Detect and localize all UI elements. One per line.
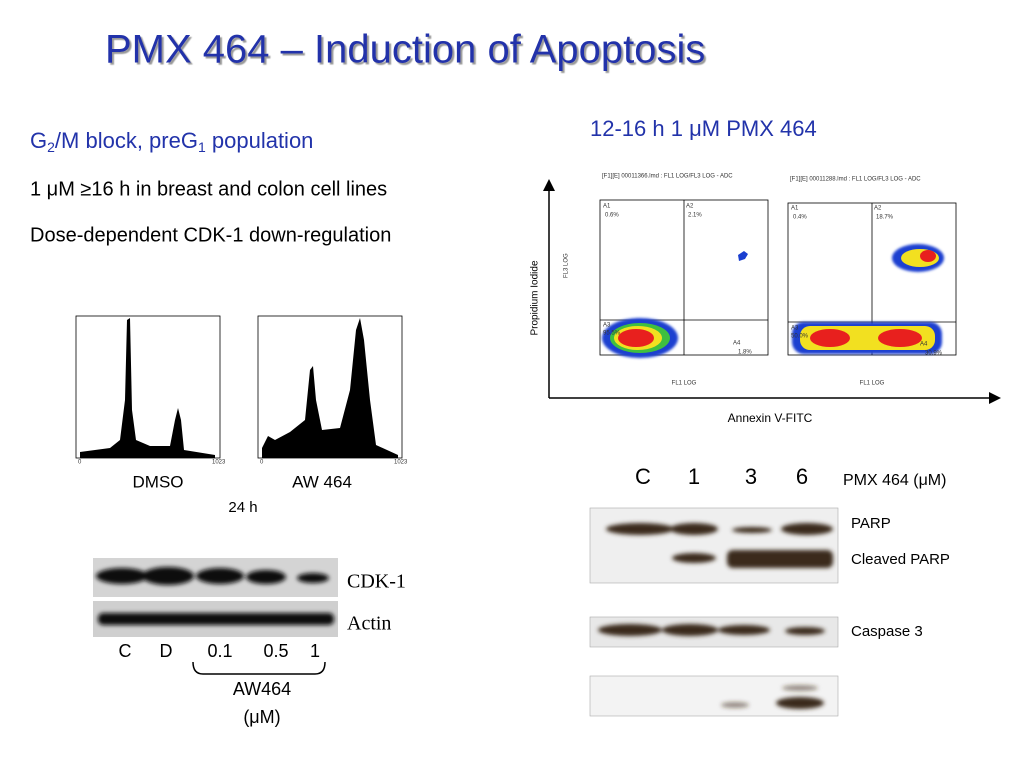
quadrant-pct: 50.0% — [791, 334, 809, 340]
time-label: 24 h — [228, 499, 257, 516]
axis-tick: 1023 — [212, 460, 226, 466]
histogram-label: DMSO — [133, 472, 184, 491]
band-label: Cleaved PARP — [851, 551, 950, 568]
axis-tick: 0 — [260, 460, 264, 466]
western-blot: CDK-1 Actin C D 0.1 0.5 1 AW464 (μM) — [93, 558, 406, 727]
subscript: 1 — [198, 139, 206, 155]
lane-label: 6 — [796, 464, 808, 489]
quadrant-pct: 30.9% — [925, 351, 943, 357]
lane-label: C — [119, 641, 132, 661]
text: G — [30, 128, 47, 153]
axis-tick: 1023 — [394, 460, 408, 466]
bullet: Dose-dependent CDK-1 down-regulation — [30, 224, 391, 246]
y-axis-label: Propidium Iodide — [530, 260, 541, 335]
quadrant-pct: 0.6% — [605, 213, 619, 219]
quadrant: A2 — [874, 206, 882, 212]
quadrant: A3 — [791, 326, 799, 332]
band-label: Actin — [347, 613, 391, 635]
lane-label: 0.1 — [207, 641, 232, 661]
band-label: PARP — [851, 515, 891, 532]
treatment-label: PMX 464 (μM) — [843, 472, 946, 489]
lane-label: 3 — [745, 464, 757, 489]
quadrant: A4 — [733, 341, 741, 347]
quadrant-pct: 1.8% — [738, 350, 752, 356]
quadrant: A1 — [791, 206, 799, 212]
band-label: Caspase 3 — [851, 623, 923, 640]
lane-label: D — [160, 641, 173, 661]
subscript: 2 — [47, 139, 55, 155]
text: population — [206, 128, 314, 153]
flow-panel: [F1][E] 00011288.lmd : FL1 LOG/FL3 LOG -… — [787, 177, 957, 387]
quadrant: A1 — [603, 204, 611, 210]
quadrant-pct: 95.5% — [603, 331, 621, 337]
western-blot: C 1 3 6 PMX 464 (μM) PARP Cleaved PARP C… — [589, 464, 950, 717]
band-label: CDK-1 — [347, 571, 406, 593]
file-label: [F1][E] 00011366.lmd : FL1 LOG/FL3 LOG -… — [602, 174, 733, 180]
unit-label: (μM) — [243, 707, 280, 727]
x-axis-label: Annexin V-FITC — [728, 411, 813, 425]
axis-label: FL1 LOG — [672, 381, 697, 387]
lane-label: 1 — [688, 464, 700, 489]
bullet: 1 μM ≥16 h in breast and colon cell line… — [30, 178, 387, 200]
bullet: G2/M block, preG1 population — [30, 128, 313, 155]
lane-label: 0.5 — [263, 641, 288, 661]
file-label: [F1][E] 00011288.lmd : FL1 LOG/FL3 LOG -… — [790, 177, 921, 183]
quadrant-pct: 2.1% — [688, 213, 702, 219]
flow-title: 12-16 h 1 μM PMX 464 — [590, 116, 817, 141]
quadrant-pct: 0.4% — [793, 215, 807, 221]
axis-tick: 0 — [78, 460, 82, 466]
axis-label: FL1 LOG — [860, 381, 885, 387]
histogram: 0 1023 AW 464 — [257, 315, 408, 491]
group-label: AW464 — [233, 679, 291, 699]
flow-panel: [F1][E] 00011366.lmd : FL1 LOG/FL3 LOG -… — [564, 174, 769, 387]
lane-label: C — [635, 464, 651, 489]
quadrant: A4 — [920, 342, 928, 348]
flow-axes — [543, 179, 1001, 404]
slide-title: PMX 464 – Induction of Apoptosis — [105, 28, 705, 72]
histogram-label: AW 464 — [292, 472, 352, 491]
quadrant: A3 — [603, 323, 611, 329]
quadrant: A2 — [686, 204, 694, 210]
text: /M block, preG — [55, 128, 198, 153]
histogram: 0 1023 DMSO — [75, 315, 226, 491]
quadrant-pct: 18.7% — [876, 215, 894, 221]
lane-label: 1 — [310, 641, 320, 661]
axis-label: FL3 LOG — [564, 253, 570, 278]
